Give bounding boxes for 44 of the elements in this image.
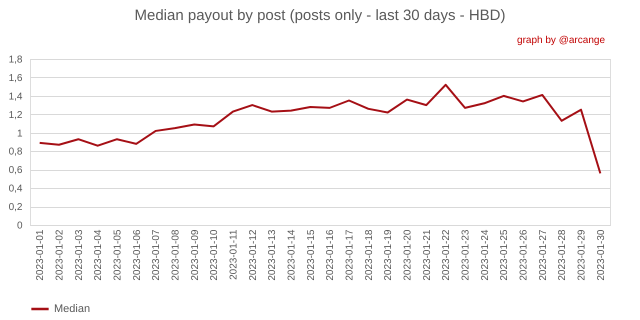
x-tick-label: 2023-01-21 bbox=[422, 229, 433, 281]
x-tick-label: 2023-01-14 bbox=[286, 229, 298, 281]
x-tick-label: 2023-01-08 bbox=[170, 229, 182, 281]
x-tick-label: 2023-01-23 bbox=[460, 229, 472, 281]
x-tick-label: 2023-01-05 bbox=[112, 229, 124, 281]
y-tick-label: 1,6 bbox=[8, 72, 23, 84]
x-tick-label: 2023-01-10 bbox=[209, 229, 220, 281]
x-tick-label: 2023-01-01 bbox=[35, 229, 46, 281]
x-tick-label: 2023-01-24 bbox=[480, 229, 491, 281]
x-tick-label: 2023-01-06 bbox=[132, 229, 143, 281]
x-tick-label: 2023-01-12 bbox=[248, 229, 259, 281]
y-tick-label: 0,2 bbox=[8, 202, 23, 214]
x-tick-label: 2023-01-20 bbox=[402, 229, 414, 281]
x-tick-label: 2023-01-16 bbox=[325, 229, 336, 281]
x-tick-label: 2023-01-17 bbox=[344, 229, 356, 281]
y-tick-label: 0,4 bbox=[8, 184, 23, 195]
x-tick-label: 2023-01-11 bbox=[228, 229, 240, 280]
y-tick-label: 0 bbox=[16, 220, 23, 232]
y-tick-label: 1 bbox=[16, 128, 23, 140]
text: graph by @arcange bbox=[517, 35, 606, 46]
x-tick-label: 2023-01-03 bbox=[74, 229, 85, 281]
x-tick-label: 2023-01-13 bbox=[267, 229, 278, 281]
chart-title: Median payout by post (posts only - last 30 days - HBD) bbox=[134, 7, 506, 24]
y-tick-label: 0,8 bbox=[8, 146, 23, 158]
y-tick-label: 1,8 bbox=[8, 54, 23, 66]
x-tick-label: 2023-01-30 bbox=[596, 229, 607, 281]
x-tick-label: 2023-01-26 bbox=[518, 229, 530, 281]
x-tick-label: 2023-01-15 bbox=[306, 229, 317, 281]
line-series bbox=[38, 84, 602, 174]
x-tick-label: 2023-01-19 bbox=[383, 229, 394, 281]
x-tick-label: 2023-01-25 bbox=[499, 229, 510, 281]
y-tick-label: 0,6 bbox=[8, 165, 23, 176]
x-tick-label: 2023-01-27 bbox=[538, 229, 549, 281]
legend-label: Median bbox=[54, 303, 90, 315]
x-tick-label: 2023-01-07 bbox=[151, 229, 162, 281]
x-tick-label: 2023-01-29 bbox=[576, 229, 588, 281]
x-tick-label: 2023-01-04 bbox=[93, 229, 104, 281]
x-tick-label: 2023-01-28 bbox=[557, 229, 568, 281]
x-tick-label: 2023-01-22 bbox=[441, 229, 452, 281]
x-tick-label: 2023-01-18 bbox=[364, 229, 375, 281]
x-tick-label: 2023-01-09 bbox=[190, 229, 201, 281]
x-tick-label: 2023-01-02 bbox=[54, 229, 66, 281]
y-tick-label: 1,2 bbox=[8, 110, 23, 121]
y-tick-label: 1,4 bbox=[8, 91, 23, 102]
